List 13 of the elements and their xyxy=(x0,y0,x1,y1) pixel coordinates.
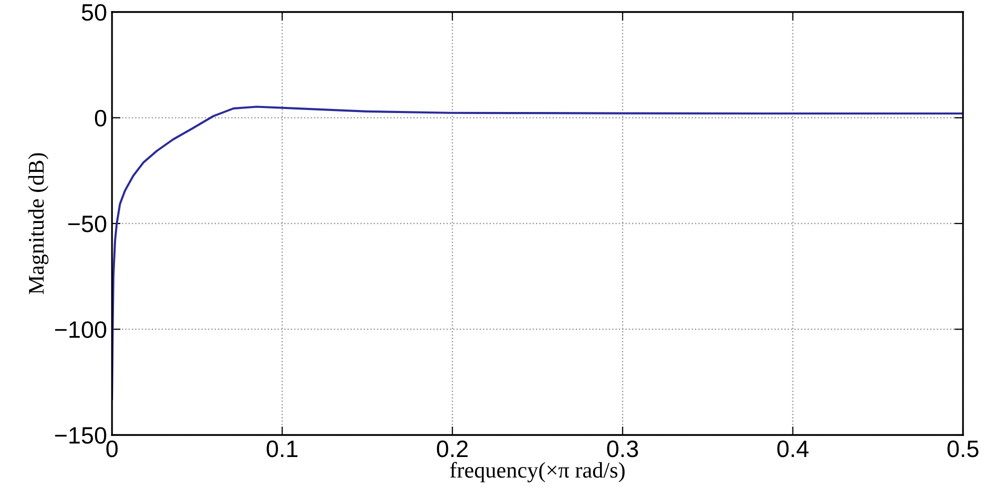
x-tick-label: 0.5 xyxy=(948,440,978,458)
y-tick-label: −50 xyxy=(68,216,106,232)
x-tick-label: 0.4 xyxy=(777,440,809,458)
y-tick-label: −150 xyxy=(55,427,106,444)
x-tick-label: 0.2 xyxy=(436,440,468,458)
x-tick-label: 0.3 xyxy=(607,440,638,458)
y-tick-label: 50 xyxy=(82,4,106,21)
y-tick-label: −100 xyxy=(55,321,106,338)
x-tick-label: 0.1 xyxy=(266,440,298,458)
x-axis-title: frequency(×π rad/s) xyxy=(450,462,625,482)
y-axis-title: Magnitude (dB) xyxy=(28,153,48,294)
y-tick-label: 0 xyxy=(94,110,106,127)
x-tick-label: 0 xyxy=(106,440,118,458)
